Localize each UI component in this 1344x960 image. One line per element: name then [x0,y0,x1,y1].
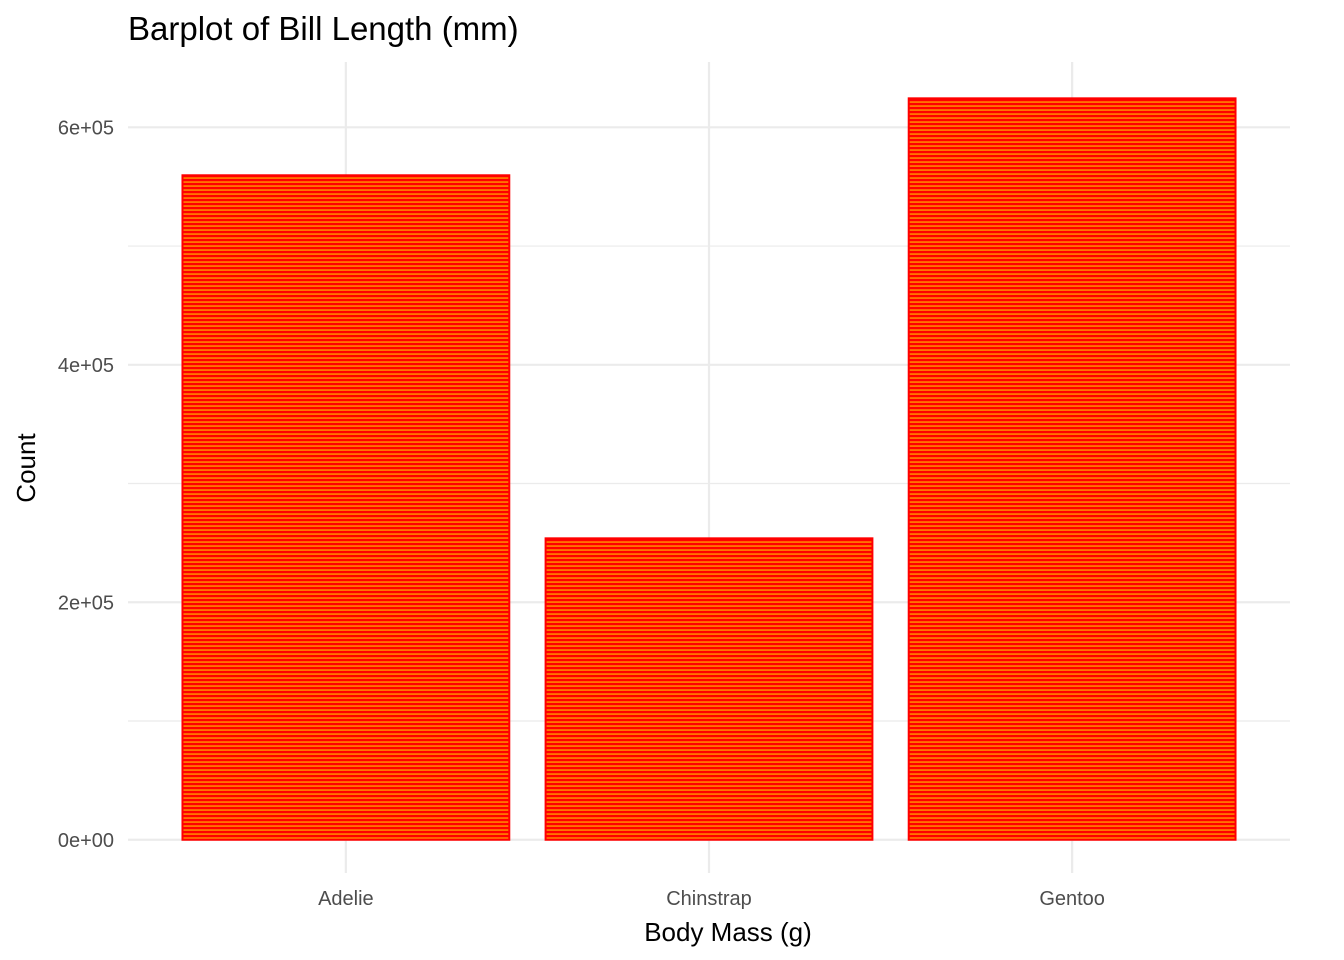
x-axis-ticks: Adelie Chinstrap Gentoo [318,888,1105,910]
bar-adelie [181,174,511,841]
bars [181,97,1237,841]
y-tick-label: 6e+05 [58,117,114,139]
bar-gentoo [907,97,1237,841]
x-tick-label: Gentoo [1039,888,1105,910]
bar-chinstrap [544,537,874,841]
x-tick-label: Chinstrap [666,888,752,910]
x-axis-title: Body Mass (g) [644,917,812,947]
y-tick-label: 2e+05 [58,592,114,614]
y-axis-title: Count [11,433,41,503]
x-tick-label: Adelie [318,888,374,910]
y-tick-label: 0e+00 [58,830,114,852]
y-axis-ticks: 0e+00 2e+05 4e+05 6e+05 [58,117,114,851]
y-tick-label: 4e+05 [58,355,114,377]
chart-title: Barplot of Bill Length (mm) [128,10,519,47]
